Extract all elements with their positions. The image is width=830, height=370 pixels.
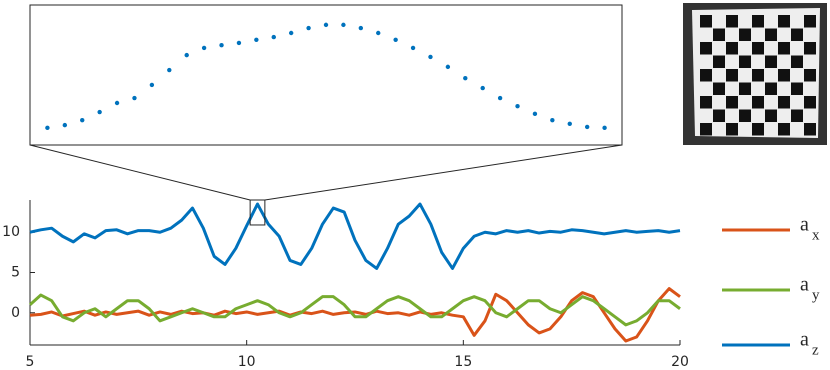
inset-point (271, 34, 276, 40)
board-square (778, 96, 790, 109)
board-square (726, 42, 738, 55)
board-square (752, 123, 764, 136)
series-line (29, 293, 681, 327)
inset-point (45, 125, 50, 131)
board-square (700, 69, 712, 82)
board-square (804, 96, 816, 109)
inset-point (97, 109, 102, 115)
inset-point (236, 40, 242, 46)
legend-label: a (800, 214, 809, 236)
inset-point (184, 52, 189, 58)
inset-point (114, 100, 120, 106)
board-square (700, 123, 712, 136)
series-line (29, 202, 681, 270)
legend-subscript: x (812, 227, 820, 243)
calibration-photo (683, 3, 827, 145)
board-square (778, 42, 790, 55)
board-square (739, 109, 751, 122)
inset-point (62, 122, 68, 128)
connector (264, 144, 623, 201)
board-square (713, 109, 725, 122)
board-square (726, 123, 738, 136)
board-square (778, 123, 790, 136)
inset-point (167, 67, 172, 73)
inset-point (149, 82, 155, 88)
board-square (752, 15, 764, 28)
board-square (752, 69, 764, 82)
board-square (739, 55, 751, 68)
inset-point (358, 25, 364, 31)
inset-point (376, 30, 381, 36)
inset-point (550, 117, 555, 123)
y-tick-label: 0 (11, 305, 20, 321)
board-square (752, 42, 764, 55)
y-tick-label: 10 (2, 224, 20, 240)
inset-point (219, 42, 224, 48)
connector (29, 144, 251, 201)
y-tick-label: 5 (11, 265, 20, 281)
board-square (765, 109, 777, 122)
inset-point (445, 64, 451, 70)
inset-point (463, 75, 468, 81)
inset-point (254, 37, 259, 42)
board-square (700, 42, 712, 55)
legend-label: a (800, 329, 809, 351)
board-square (739, 82, 751, 95)
inset-point (480, 85, 485, 91)
board-square (700, 15, 712, 28)
board-square (778, 15, 790, 28)
board-square (804, 15, 816, 28)
inset-point (584, 124, 590, 130)
x-tick-label: 10 (238, 354, 256, 370)
board-square (765, 28, 777, 41)
board-square (713, 55, 725, 68)
inset-point (341, 22, 346, 28)
board-square (765, 55, 777, 68)
board-square (713, 82, 725, 95)
legend-label: a (800, 274, 809, 296)
board-square (726, 15, 738, 28)
inset-point (497, 95, 503, 101)
inset-box (29, 4, 623, 146)
inset-point (323, 22, 329, 28)
zoom-box (249, 199, 266, 226)
legend-subscript: y (812, 287, 820, 303)
board-square (765, 82, 777, 95)
legend-subscript: z (812, 342, 819, 358)
series-line (29, 287, 681, 343)
inset-point (532, 111, 538, 117)
inset-point (288, 30, 294, 36)
inset-point (567, 121, 572, 126)
inset-point (515, 103, 520, 109)
board-square (804, 123, 816, 136)
board-square (726, 69, 738, 82)
x-tick-label: 15 (454, 354, 472, 370)
board-square (804, 69, 816, 82)
board-square (791, 82, 803, 95)
board-square (791, 109, 803, 122)
inset-point (428, 54, 433, 60)
inset-point (80, 117, 85, 123)
board-square (791, 28, 803, 41)
board-square (739, 28, 751, 41)
x-tick-label: 20 (671, 354, 689, 370)
inset-point (132, 95, 137, 101)
inset-point (393, 37, 398, 42)
x-tick-label: 5 (26, 354, 35, 370)
board-square (700, 96, 712, 109)
board-square (726, 96, 738, 109)
inset-point (201, 45, 207, 51)
board-square (778, 69, 790, 82)
board-square (804, 42, 816, 55)
board-square (752, 96, 764, 109)
inset-point (306, 25, 311, 31)
inset-point (410, 45, 416, 51)
board-square (713, 28, 725, 41)
board-square (791, 55, 803, 68)
inset-point (602, 125, 607, 131)
